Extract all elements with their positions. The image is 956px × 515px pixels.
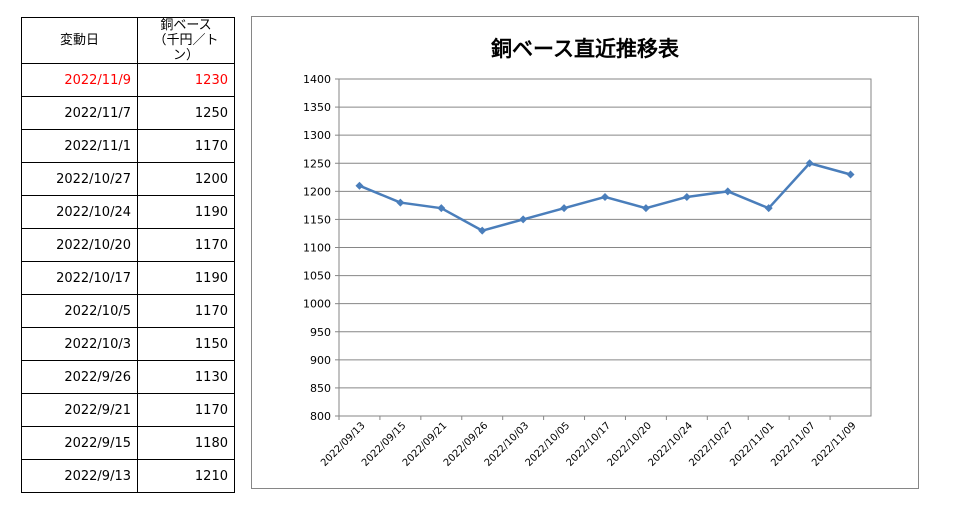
- data-point: [723, 187, 732, 196]
- y-tick-label: 1150: [303, 213, 331, 226]
- row-date: 2022/10/17: [21, 261, 138, 295]
- row-date: 2022/10/5: [21, 294, 138, 328]
- y-tick-label: 1200: [303, 185, 331, 198]
- header-price: 銅ベース （千円／トン）: [137, 17, 235, 64]
- data-point: [805, 159, 814, 168]
- row-date: 2022/10/3: [21, 327, 138, 361]
- line-chart: 800 850 900 950 1000 1050 1100 1150 1200 1250 1300…: [303, 73, 872, 469]
- table-row: 2022/11/9 1230: [21, 63, 235, 97]
- y-tick-label: 1300: [303, 129, 331, 142]
- y-tick-label: 1050: [303, 270, 331, 283]
- row-price: 1130: [137, 360, 235, 394]
- row-price: 1170: [137, 393, 235, 427]
- row-date: 2022/11/7: [21, 96, 138, 130]
- header-date: 変動日: [21, 17, 138, 64]
- row-price: 1190: [137, 261, 235, 295]
- price-table: 変動日 銅ベース （千円／トン） 2022/11/9 1230 2022/11/7 1…: [21, 17, 235, 493]
- table-row: 2022/11/7 1250: [21, 96, 235, 130]
- row-date: 2022/9/13: [21, 459, 138, 493]
- table-row: 2022/10/20 1170: [21, 228, 235, 262]
- data-point: [846, 170, 855, 179]
- row-price: 1210: [137, 459, 235, 493]
- row-price: 1230: [137, 63, 235, 97]
- row-price: 1180: [137, 426, 235, 460]
- data-point: [355, 181, 364, 190]
- data-point: [519, 215, 528, 224]
- row-price: 1190: [137, 195, 235, 229]
- table-row: 2022/9/15 1180: [21, 426, 235, 460]
- chart-title: 銅ベース直近推移表: [491, 37, 679, 61]
- row-date: 2022/9/26: [21, 360, 138, 394]
- data-point: [764, 204, 773, 213]
- table-row: 2022/9/21 1170: [21, 393, 235, 427]
- y-tick-label: 850: [310, 382, 331, 395]
- row-date: 2022/10/20: [21, 228, 138, 262]
- row-price: 1170: [137, 129, 235, 163]
- data-point: [560, 204, 569, 213]
- chart-area: 銅ベース直近推移表 800 850 900 950 1000 1050 1100 1150 12…: [251, 16, 919, 489]
- row-date: 2022/9/21: [21, 393, 138, 427]
- x-tick-label: 2022/11/09: [810, 420, 859, 469]
- row-date: 2022/10/27: [21, 162, 138, 196]
- row-price: 1200: [137, 162, 235, 196]
- table-row: 2022/9/13 1210: [21, 459, 235, 493]
- table-row: 2022/10/3 1150: [21, 327, 235, 361]
- header-price-line2: （千円／トン）: [153, 33, 219, 63]
- data-point: [437, 204, 446, 213]
- table-header-row: 変動日 銅ベース （千円／トン）: [21, 17, 235, 64]
- row-date: 2022/11/1: [21, 129, 138, 163]
- table-row: 2022/10/5 1170: [21, 294, 235, 328]
- row-price: 1150: [137, 327, 235, 361]
- row-price: 1170: [137, 228, 235, 262]
- row-price: 1250: [137, 96, 235, 130]
- data-point: [641, 204, 650, 213]
- header-price-line1: 銅ベース: [160, 18, 212, 33]
- table-row: 2022/10/27 1200: [21, 162, 235, 196]
- y-tick-label: 950: [310, 326, 331, 339]
- table-row: 2022/10/24 1190: [21, 195, 235, 229]
- y-tick-label: 1350: [303, 101, 331, 114]
- y-tick-label: 800: [310, 410, 331, 423]
- table-row: 2022/11/1 1170: [21, 129, 235, 163]
- data-point: [682, 192, 691, 201]
- row-date: 2022/10/24: [21, 195, 138, 229]
- data-point: [478, 226, 487, 235]
- row-date: 2022/9/15: [21, 426, 138, 460]
- row-date: 2022/11/9: [21, 63, 138, 97]
- plot-area: [338, 78, 872, 417]
- y-tick-label: 900: [310, 354, 331, 367]
- row-price: 1170: [137, 294, 235, 328]
- table-row: 2022/10/17 1190: [21, 261, 235, 295]
- data-point: [396, 198, 405, 207]
- table-row: 2022/9/26 1130: [21, 360, 235, 394]
- y-tick-label: 1100: [303, 242, 331, 255]
- y-tick-label: 1250: [303, 157, 331, 170]
- data-point: [601, 192, 609, 201]
- y-tick-label: 1000: [303, 298, 331, 311]
- y-tick-label: 1400: [303, 73, 331, 86]
